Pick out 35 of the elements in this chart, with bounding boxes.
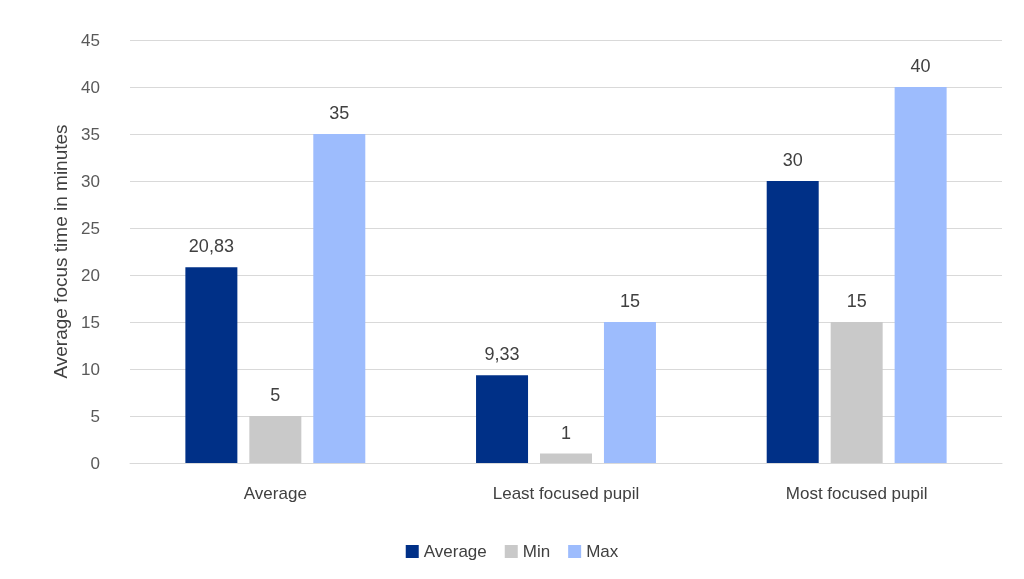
bar bbox=[249, 416, 302, 463]
data-label: 35 bbox=[329, 103, 350, 123]
data-label: 15 bbox=[619, 291, 640, 311]
bar bbox=[540, 453, 592, 463]
y-tick-label: 20 bbox=[81, 265, 100, 285]
x-tick-label: Average bbox=[243, 484, 307, 503]
bar bbox=[476, 375, 529, 463]
bar bbox=[313, 134, 366, 463]
y-tick-label: 10 bbox=[81, 359, 100, 379]
y-tick-label: 0 bbox=[90, 453, 100, 473]
y-tick-label: 40 bbox=[81, 77, 100, 97]
data-label: 30 bbox=[782, 150, 803, 170]
bar bbox=[830, 322, 883, 463]
data-label: 5 bbox=[270, 385, 281, 405]
bar bbox=[603, 322, 656, 463]
data-label: 40 bbox=[910, 56, 931, 76]
bar bbox=[894, 87, 947, 463]
bar bbox=[766, 181, 819, 463]
legend-label: Max bbox=[586, 542, 619, 561]
y-axis-title: Average focus time in minutes bbox=[50, 124, 72, 379]
data-label: 15 bbox=[846, 291, 867, 311]
y-tick-label: 30 bbox=[81, 171, 100, 191]
legend-label: Average bbox=[423, 542, 487, 561]
y-tick-label: 45 bbox=[81, 30, 100, 50]
data-label: 1 bbox=[560, 422, 572, 443]
y-tick-label: 35 bbox=[81, 124, 100, 144]
data-label: 20,83 bbox=[188, 236, 234, 257]
legend-label: Min bbox=[522, 542, 551, 561]
data-label: 9,33 bbox=[484, 344, 520, 365]
x-tick-label: Least focused pupil bbox=[492, 484, 640, 503]
y-tick-label: 25 bbox=[81, 218, 100, 238]
y-tick-label: 15 bbox=[81, 312, 100, 332]
x-tick-label: Most focused pupil bbox=[785, 484, 928, 503]
y-tick-label: 5 bbox=[90, 406, 100, 426]
bar bbox=[185, 267, 238, 463]
